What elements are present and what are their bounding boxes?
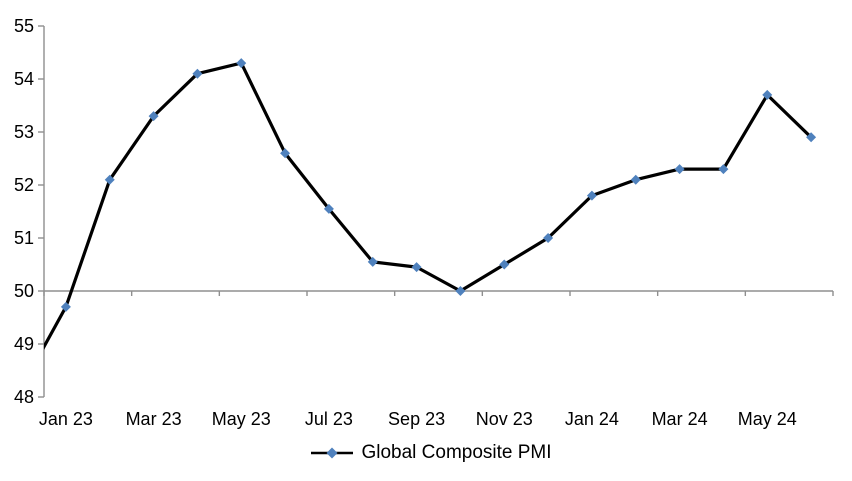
data-point-marker xyxy=(192,68,203,79)
x-tick-label: Jan 23 xyxy=(39,409,93,429)
legend-label: Global Composite PMI xyxy=(361,442,552,463)
y-tick-label: 52 xyxy=(14,175,34,195)
legend-diamond-icon xyxy=(326,447,338,459)
data-point-marker xyxy=(718,164,729,175)
y-tick-label: 49 xyxy=(14,334,34,354)
y-tick-label: 48 xyxy=(14,387,34,407)
x-tick-label: Sep 23 xyxy=(388,409,445,429)
data-point-marker xyxy=(236,58,247,69)
data-point-marker xyxy=(411,262,422,273)
series-group xyxy=(44,58,817,350)
x-tick-label: Jul 23 xyxy=(305,409,353,429)
x-tick-label: Mar 24 xyxy=(652,409,708,429)
data-point-marker xyxy=(455,286,466,296)
pmi-series-line xyxy=(44,61,813,350)
data-point-marker xyxy=(60,301,71,312)
data-point-marker xyxy=(543,233,554,243)
x-tick-label: Mar 23 xyxy=(126,409,182,429)
data-point-marker xyxy=(499,259,510,270)
y-tick-label: 50 xyxy=(14,281,34,301)
x-tick-label: May 23 xyxy=(212,409,271,429)
data-point-marker xyxy=(674,164,685,175)
y-tick-label: 53 xyxy=(14,122,34,142)
x-tick-label: Jan 24 xyxy=(565,409,619,429)
data-point-marker xyxy=(630,174,641,185)
x-tick-label: May 24 xyxy=(738,409,797,429)
y-tick-label: 55 xyxy=(14,16,34,36)
chart-legend: Global Composite PMI xyxy=(5,440,852,466)
x-tick-label: Nov 23 xyxy=(476,409,533,429)
y-tick-label: 51 xyxy=(14,228,34,248)
data-point-marker xyxy=(806,132,817,143)
legend-sample xyxy=(311,447,354,459)
data-point-marker xyxy=(280,148,291,159)
data-point-marker xyxy=(104,174,115,185)
pmi-line-chart: 48 49 50 51 52 53 54 55 Jan 23 Mar 23 May 23 Jul 23… xyxy=(14,16,834,429)
data-point-marker xyxy=(367,256,378,267)
data-point-marker xyxy=(762,89,773,100)
data-point-marker xyxy=(586,190,597,201)
y-tick-label: 54 xyxy=(14,69,34,89)
data-point-marker xyxy=(148,111,159,122)
data-point-marker xyxy=(323,203,334,214)
